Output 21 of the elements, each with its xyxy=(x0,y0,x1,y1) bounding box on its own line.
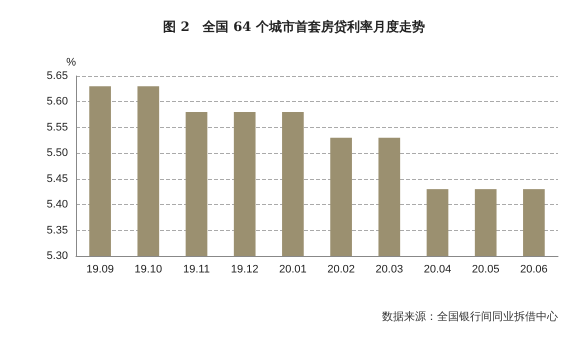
y-tick-label: 5.50 xyxy=(46,147,68,160)
y-axis-title: % xyxy=(66,56,76,68)
y-tick-label: 5.65 xyxy=(46,70,68,82)
x-tick-label: 20.06 xyxy=(520,264,548,276)
x-tick-label: 19.12 xyxy=(230,264,258,276)
x-tick-label: 20.01 xyxy=(279,264,307,276)
x-tick-label: 20.04 xyxy=(424,264,452,276)
y-tick-label: 5.60 xyxy=(46,96,68,108)
y-tick-label: 5.35 xyxy=(46,224,68,236)
source-note: 数据来源：全国银行间同业拆借中心 xyxy=(382,310,558,323)
x-tick-label: 19.09 xyxy=(86,264,114,276)
x-tick-label: 20.02 xyxy=(327,264,355,276)
x-tick-label: 19.10 xyxy=(134,264,162,276)
y-tick-label: 5.45 xyxy=(46,172,68,185)
y-tick-label: 5.30 xyxy=(46,250,68,262)
y-tick-label: 5.40 xyxy=(46,198,68,211)
x-tick-label: 20.05 xyxy=(472,264,500,276)
x-tick-label: 19.11 xyxy=(183,264,210,276)
chart-title: 图 2 全国 64 个城市首套房贷利率月度走势 xyxy=(163,19,425,35)
y-tick-label: 5.55 xyxy=(46,121,68,134)
x-tick-label: 20.03 xyxy=(376,264,404,276)
